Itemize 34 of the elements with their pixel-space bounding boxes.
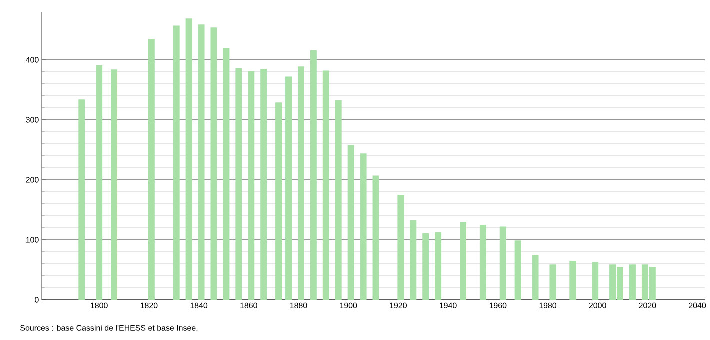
bar xyxy=(372,176,380,300)
bar xyxy=(248,71,255,300)
bar xyxy=(550,264,556,300)
bar xyxy=(276,102,282,300)
bar xyxy=(514,240,522,300)
bar xyxy=(422,233,430,300)
bar xyxy=(398,195,404,300)
bar xyxy=(96,65,103,300)
bar xyxy=(236,68,242,300)
bar xyxy=(298,66,304,300)
bar xyxy=(260,68,268,300)
bar xyxy=(629,264,636,300)
bar xyxy=(198,24,205,300)
bar xyxy=(435,232,442,300)
bar xyxy=(410,220,417,300)
bar xyxy=(111,70,118,300)
bar xyxy=(460,222,466,300)
bar xyxy=(186,18,192,300)
bar xyxy=(78,100,86,300)
bar xyxy=(348,145,354,300)
bar xyxy=(480,225,486,300)
bar xyxy=(360,154,367,300)
bar xyxy=(532,255,539,300)
bar xyxy=(335,100,342,300)
bar xyxy=(173,26,180,300)
bar xyxy=(148,38,155,300)
bar xyxy=(286,76,292,300)
bar xyxy=(310,50,317,300)
bar xyxy=(322,70,330,300)
bar xyxy=(592,262,599,300)
bar xyxy=(223,48,230,300)
bar xyxy=(210,28,218,300)
bar xyxy=(570,261,576,300)
bar xyxy=(500,226,506,300)
